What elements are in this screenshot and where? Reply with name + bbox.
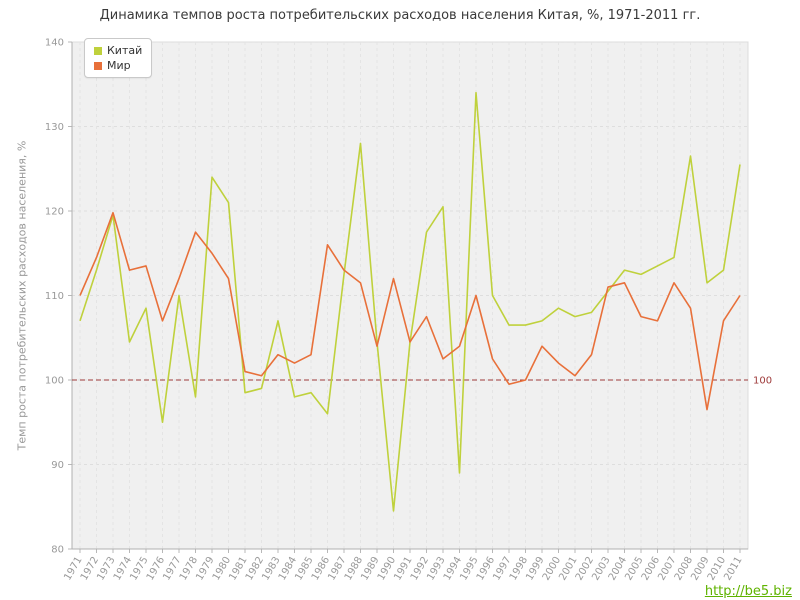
legend-item-china[interactable]: Китай <box>94 43 142 58</box>
svg-text:80: 80 <box>51 545 64 556</box>
legend-label-china: Китай <box>107 44 143 57</box>
legend-item-world[interactable]: Мир <box>94 58 142 73</box>
svg-text:100: 100 <box>753 376 772 387</box>
svg-text:130: 130 <box>45 122 64 133</box>
y-axis-title: Темп роста потребительских расходов насе… <box>15 140 29 451</box>
china-series-swatch <box>94 46 102 55</box>
svg-text:120: 120 <box>45 207 64 218</box>
legend-label-world: Мир <box>107 59 131 72</box>
svg-text:90: 90 <box>51 460 64 471</box>
watermark-link[interactable]: http://be5.biz <box>702 584 794 599</box>
legend: Китай Мир <box>84 38 153 78</box>
world-series-swatch <box>94 61 102 70</box>
chart-title: Динамика темпов роста потребительских ра… <box>99 8 701 23</box>
svg-text:140: 140 <box>45 38 64 49</box>
svg-text:100: 100 <box>45 376 64 387</box>
svg-text:110: 110 <box>45 291 64 302</box>
